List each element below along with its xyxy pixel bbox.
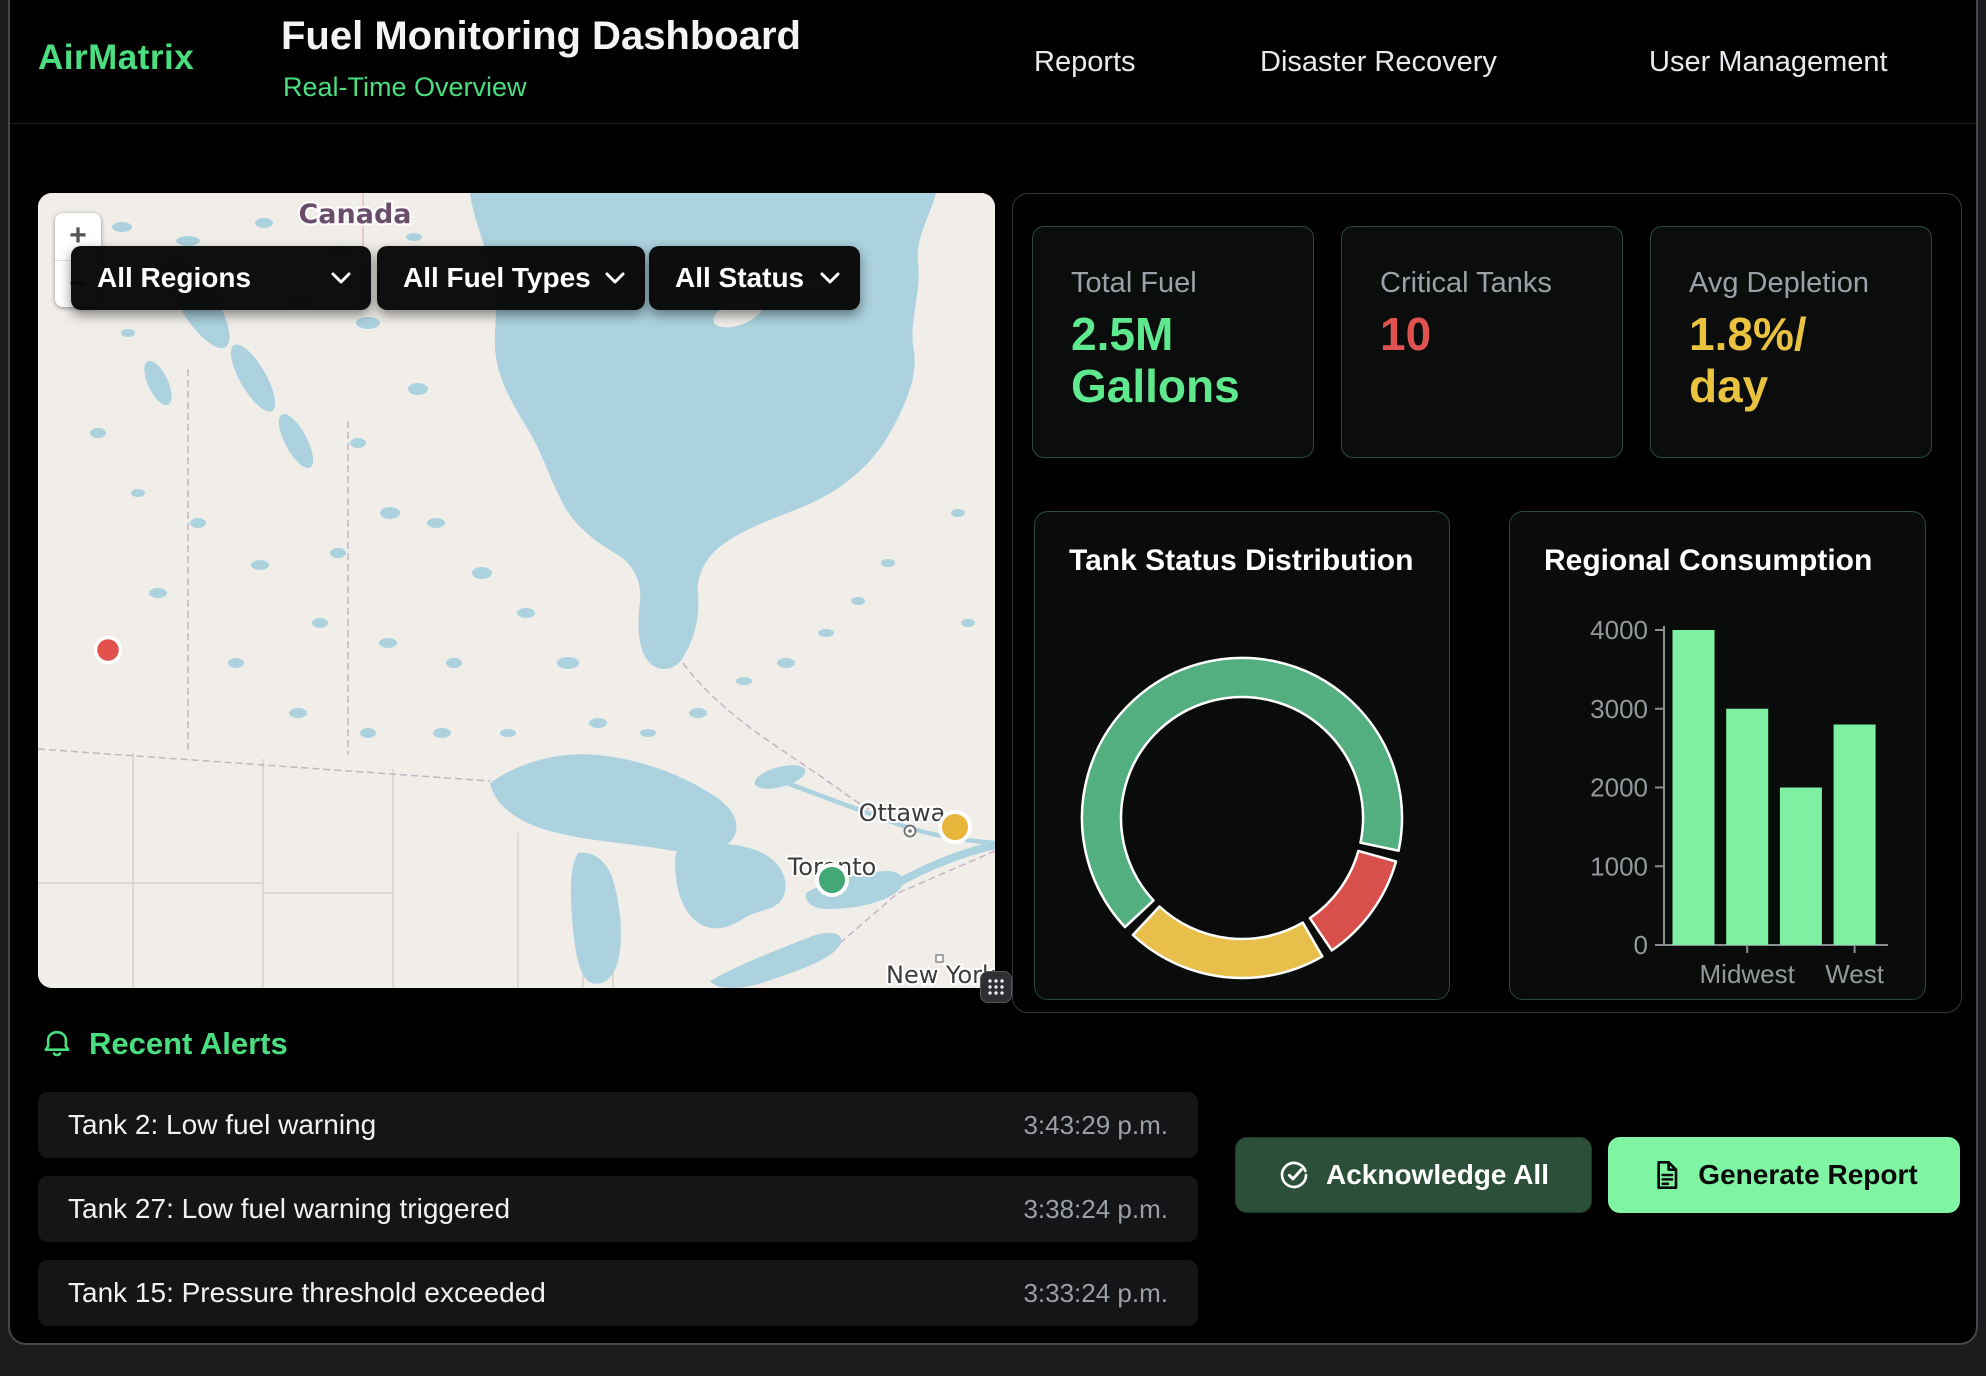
- resize-drag-handle[interactable]: [980, 971, 1012, 1003]
- svg-text:3000: 3000: [1590, 694, 1648, 724]
- alert-row: Tank 15: Pressure threshold exceeded 3:3…: [38, 1260, 1198, 1326]
- map-canvas: Canada Ottawa Toronto New York: [38, 193, 995, 988]
- alert-row: Tank 2: Low fuel warning 3:43:29 p.m.: [38, 1092, 1198, 1158]
- svg-text:Midwest: Midwest: [1700, 959, 1796, 989]
- nav-disaster-recovery[interactable]: Disaster Recovery: [1260, 46, 1497, 79]
- stat-card-critical-tanks: Critical Tanks 10: [1341, 226, 1623, 458]
- stat-card-total-fuel: Total Fuel 2.5M Gallons: [1032, 226, 1314, 458]
- fuel-map[interactable]: Canada Ottawa Toronto New York + − All R…: [38, 193, 995, 988]
- tank-marker-normal[interactable]: [817, 865, 847, 895]
- recent-alerts-header: Recent Alerts: [40, 1026, 288, 1062]
- brand-logo: AirMatrix: [38, 38, 194, 78]
- tank-status-panel: Tank Status Distribution: [1034, 511, 1450, 1000]
- recent-alerts-title: Recent Alerts: [89, 1026, 288, 1062]
- fuel-type-filter-value: All Fuel Types: [377, 262, 591, 294]
- map-label-newyork: New York: [886, 961, 995, 988]
- alert-timestamp: 3:38:24 p.m.: [1023, 1194, 1168, 1225]
- tank-marker-warning[interactable]: [940, 812, 970, 842]
- stat-value: 1.8%/day: [1689, 309, 1827, 412]
- alert-row: Tank 27: Low fuel warning triggered 3:38…: [38, 1176, 1198, 1242]
- chevron-down-icon: [605, 272, 625, 285]
- status-filter-value: All Status: [649, 262, 804, 294]
- alert-timestamp: 3:33:24 p.m.: [1023, 1278, 1168, 1309]
- alert-message: Tank 2: Low fuel warning: [68, 1109, 376, 1141]
- fuel-type-filter-dropdown[interactable]: All Fuel Types: [377, 246, 645, 310]
- stat-value: 2.5M Gallons: [1071, 309, 1313, 412]
- nav-reports[interactable]: Reports: [1034, 46, 1136, 79]
- bell-icon: [40, 1026, 74, 1062]
- stat-label: Total Fuel: [1071, 267, 1197, 300]
- tank-marker-critical[interactable]: [96, 638, 121, 663]
- stat-label: Critical Tanks: [1380, 267, 1552, 300]
- page-subtitle: Real-Time Overview: [283, 72, 527, 103]
- bar-chart: 0 1000 2000 3000 4000 Midwest West: [1510, 512, 1925, 999]
- stat-value: 10: [1380, 309, 1431, 361]
- chevron-down-icon: [820, 272, 840, 285]
- metrics-panel: Total Fuel 2.5M Gallons Critical Tanks 1…: [1012, 193, 1962, 1013]
- svg-text:0: 0: [1634, 930, 1648, 960]
- donut-chart: [1035, 512, 1449, 999]
- button-label: Acknowledge All: [1326, 1159, 1549, 1191]
- region-filter-dropdown[interactable]: All Regions: [71, 246, 371, 310]
- grip-dots-icon: [986, 977, 1006, 997]
- generate-report-button[interactable]: Generate Report: [1608, 1137, 1960, 1213]
- svg-text:West: West: [1825, 959, 1885, 989]
- report-document-icon: [1650, 1159, 1682, 1191]
- top-bar: AirMatrix Fuel Monitoring Dashboard Real…: [10, 0, 1976, 124]
- alert-message: Tank 27: Low fuel warning triggered: [68, 1193, 510, 1225]
- alert-message: Tank 15: Pressure threshold exceeded: [68, 1277, 546, 1309]
- svg-text:2000: 2000: [1590, 773, 1648, 803]
- alert-timestamp: 3:43:29 p.m.: [1023, 1110, 1168, 1141]
- chevron-down-icon: [331, 272, 351, 285]
- map-label-country: Canada: [298, 199, 411, 230]
- nav-user-management[interactable]: User Management: [1649, 46, 1888, 79]
- stat-card-avg-depletion: Avg Depletion 1.8%/day: [1650, 226, 1932, 458]
- regional-consumption-panel: Regional Consumption 01000200030004000Mi…: [1509, 511, 1926, 1000]
- svg-text:4000: 4000: [1590, 615, 1648, 645]
- acknowledge-all-button[interactable]: Acknowledge All: [1235, 1137, 1592, 1213]
- stat-label: Avg Depletion: [1689, 267, 1869, 300]
- ottawa-town-dot: [908, 829, 912, 833]
- region-filter-value: All Regions: [71, 262, 251, 294]
- svg-text:1000: 1000: [1590, 851, 1648, 881]
- map-label-ottawa: Ottawa: [859, 799, 946, 827]
- check-circle-icon: [1278, 1159, 1310, 1191]
- status-filter-dropdown[interactable]: All Status: [649, 246, 860, 310]
- dashboard-window: AirMatrix Fuel Monitoring Dashboard Real…: [8, 0, 1978, 1345]
- page-title: Fuel Monitoring Dashboard: [281, 14, 801, 59]
- button-label: Generate Report: [1698, 1159, 1917, 1191]
